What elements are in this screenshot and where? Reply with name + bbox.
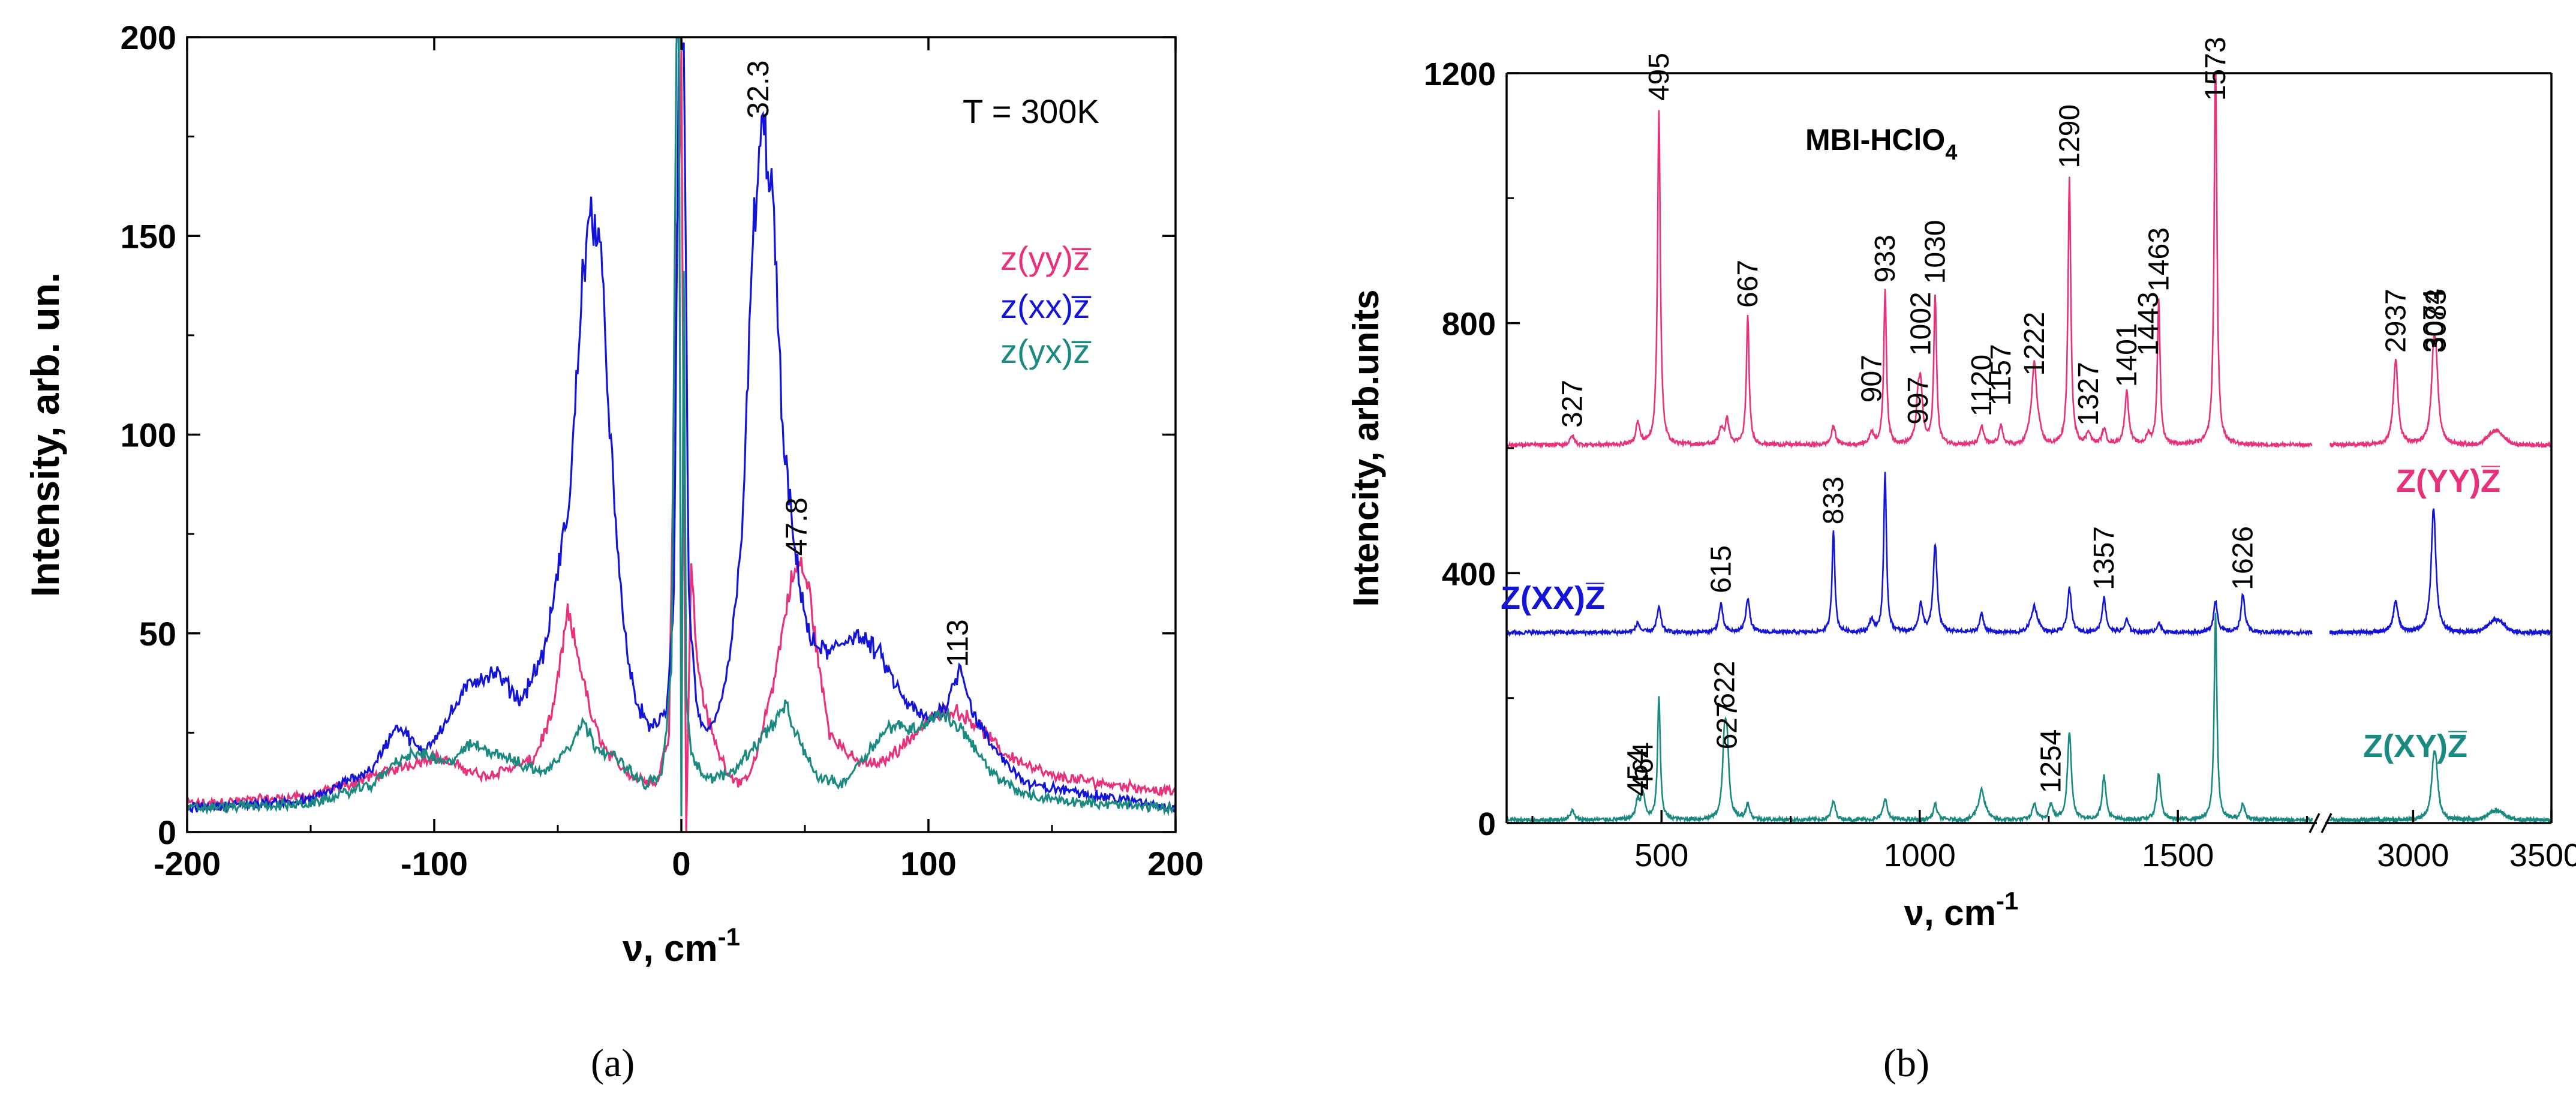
peak-label-b: 1463 xyxy=(2143,227,2175,292)
x-tick-label-b: 3000 xyxy=(2377,837,2449,873)
peak-label-b: 622 xyxy=(1709,661,1741,709)
peak-label-b: 667 xyxy=(1732,260,1764,308)
x-tick-label-a: 0 xyxy=(672,845,690,882)
peak-label-b: 1030 xyxy=(1920,220,1952,284)
peak-label-b: 627 xyxy=(1712,701,1744,749)
peak-label-b: 1157 xyxy=(1985,344,2017,406)
x-tick-label-a: -100 xyxy=(401,845,468,882)
trace-label-xy: Z(XY)Z̅ xyxy=(2363,728,2467,764)
y-axis-label-a: Intensity, arb. un. xyxy=(23,272,67,597)
x-axis-label-b: ν, cm-1 xyxy=(1904,887,2019,933)
x-tick-label-a: -200 xyxy=(154,845,221,882)
y-axis-label-b: Intencity, arb.units xyxy=(1346,290,1386,607)
y-tick-label-b: 400 xyxy=(1442,556,1496,592)
legend-entry-a-yx: z(yx)z̅ xyxy=(1000,332,1092,370)
trace-label-yy: Z(YY)Z̅ xyxy=(2396,463,2500,499)
peak-label-b: 1327 xyxy=(2073,362,2105,426)
series-line-b-xx xyxy=(1507,472,2313,637)
series-line-a-yx xyxy=(187,37,1176,816)
peak-label-b: 1222 xyxy=(2019,312,2051,376)
caption-a: (a) xyxy=(591,1041,635,1085)
chart-b: 500 1000 1500 3000 3500 0 400 800 1200 ν, cm-1 Int… xyxy=(1346,37,2576,933)
x-tick-label-b: 1500 xyxy=(2142,837,2214,873)
trace-label-xx: Z(XX)Z̅ xyxy=(1501,580,1605,616)
x-tick-label-a: 100 xyxy=(900,845,956,882)
legend-entry-a-yy: z(yy)z̅ xyxy=(1000,239,1092,277)
peak-label-b: 3083 xyxy=(2421,289,2452,353)
peak-label-a: 113 xyxy=(941,619,975,667)
caption-b: (b) xyxy=(1883,1041,1929,1085)
peak-label-b: 1443 xyxy=(2133,292,2165,356)
y-tick-label-a: 200 xyxy=(121,19,176,56)
x-tick-label-b: 3500 xyxy=(2509,837,2576,873)
peak-label-b: 1002 xyxy=(1905,292,1937,356)
compound-label: MBI-HClO4 xyxy=(1805,123,1957,164)
y-tick-label-b: 0 xyxy=(1478,806,1496,842)
y-tick-label-b: 1200 xyxy=(1424,56,1496,92)
peak-label-b: 933 xyxy=(1869,235,1901,283)
legend-entry-a-xx: z(xx)z̅ xyxy=(1000,287,1092,325)
series-line-b-xx-segment2 xyxy=(2329,508,2551,637)
peak-label-b: 327 xyxy=(1556,380,1588,428)
temperature-annotation: T = 300K xyxy=(963,92,1099,130)
peak-label-b: 907 xyxy=(1856,355,1888,403)
y-tick-label-b: 800 xyxy=(1442,307,1496,343)
series-line-b-yy xyxy=(1507,73,2313,450)
peak-label-b: 1254 xyxy=(2035,729,2067,794)
x-tick-label-b: 500 xyxy=(1634,837,1688,873)
y-tick-label-a: 100 xyxy=(121,416,176,454)
x-tick-label-b: 1000 xyxy=(1884,837,1956,873)
peak-label-b: 1290 xyxy=(2054,104,2085,169)
series-line-a-yy xyxy=(187,50,1176,831)
chart-a: -200 -100 0 100 200 0 50 100 150 200 ν, cm-1 Intens… xyxy=(23,19,1204,969)
x-axis-label-sup-b: -1 xyxy=(1996,887,2018,915)
axis-break-mark-2 xyxy=(2320,813,2332,833)
y-tick-label-a: 150 xyxy=(121,217,176,255)
peak-label-b: 1120 xyxy=(1966,355,1998,416)
x-axis-label-a: ν, cm-1 xyxy=(623,923,740,969)
compound-label-sub: 4 xyxy=(1945,140,1957,164)
peak-label-b: 997 xyxy=(1902,377,1934,425)
peak-label-b: 3074 xyxy=(2418,289,2450,353)
peak-label-b: 1626 xyxy=(2228,526,2259,590)
peak-label-b: 833 xyxy=(1818,476,1850,524)
series-line-b-yy-segment2 xyxy=(2329,335,2551,449)
peak-label-b: 464 xyxy=(1627,742,1659,790)
x-axis-label-sup-a: -1 xyxy=(718,923,740,951)
peak-label-b: 615 xyxy=(1705,545,1737,593)
peak-label-b: 495 xyxy=(1643,53,1675,101)
y-tick-label-a: 0 xyxy=(158,813,176,851)
peak-label-b: 1357 xyxy=(2088,526,2120,590)
y-tick-label-a: 50 xyxy=(139,615,176,653)
peak-label-b: 2937 xyxy=(2380,289,2412,353)
peak-label-b: 1573 xyxy=(2200,37,2232,101)
peak-label-a: 32.3 xyxy=(741,60,775,118)
axis-break-mark-1 xyxy=(2309,813,2320,833)
x-tick-label-a: 200 xyxy=(1147,845,1203,882)
series-line-b-xy-segment2 xyxy=(2329,750,2551,823)
peak-label-b: 1401 xyxy=(2111,323,2143,387)
peak-label-b: 454 xyxy=(1622,748,1654,796)
peak-label-a: 47.8 xyxy=(780,497,813,555)
